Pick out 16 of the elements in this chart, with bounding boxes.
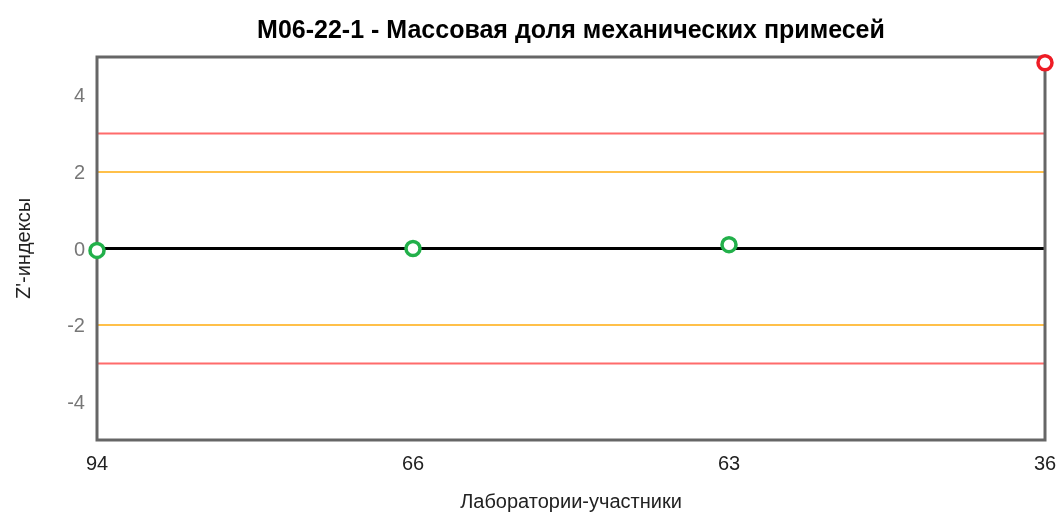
x-tick-label: 36: [1033, 452, 1057, 474]
x-tick-label: 63: [717, 452, 741, 474]
point: [720, 235, 738, 254]
x-tick-label: 66: [401, 452, 425, 474]
y-tick-label: -4: [67, 390, 85, 413]
y-tick-label: 4: [73, 84, 85, 107]
y-axis-title: Z'-индексы: [12, 197, 34, 300]
point: [88, 241, 106, 260]
y-tick-label: -2: [67, 314, 85, 337]
point: [1036, 54, 1054, 72]
x-axis-title: Лаборатории-участники: [460, 490, 682, 512]
point: [404, 239, 422, 258]
x-tick-label: 94: [85, 452, 109, 474]
y-tick-label: 0: [73, 237, 85, 260]
chart-title: М06-22-1 - Массовая доля механических примесей: [257, 15, 885, 43]
y-tick-label: 2: [73, 160, 85, 183]
